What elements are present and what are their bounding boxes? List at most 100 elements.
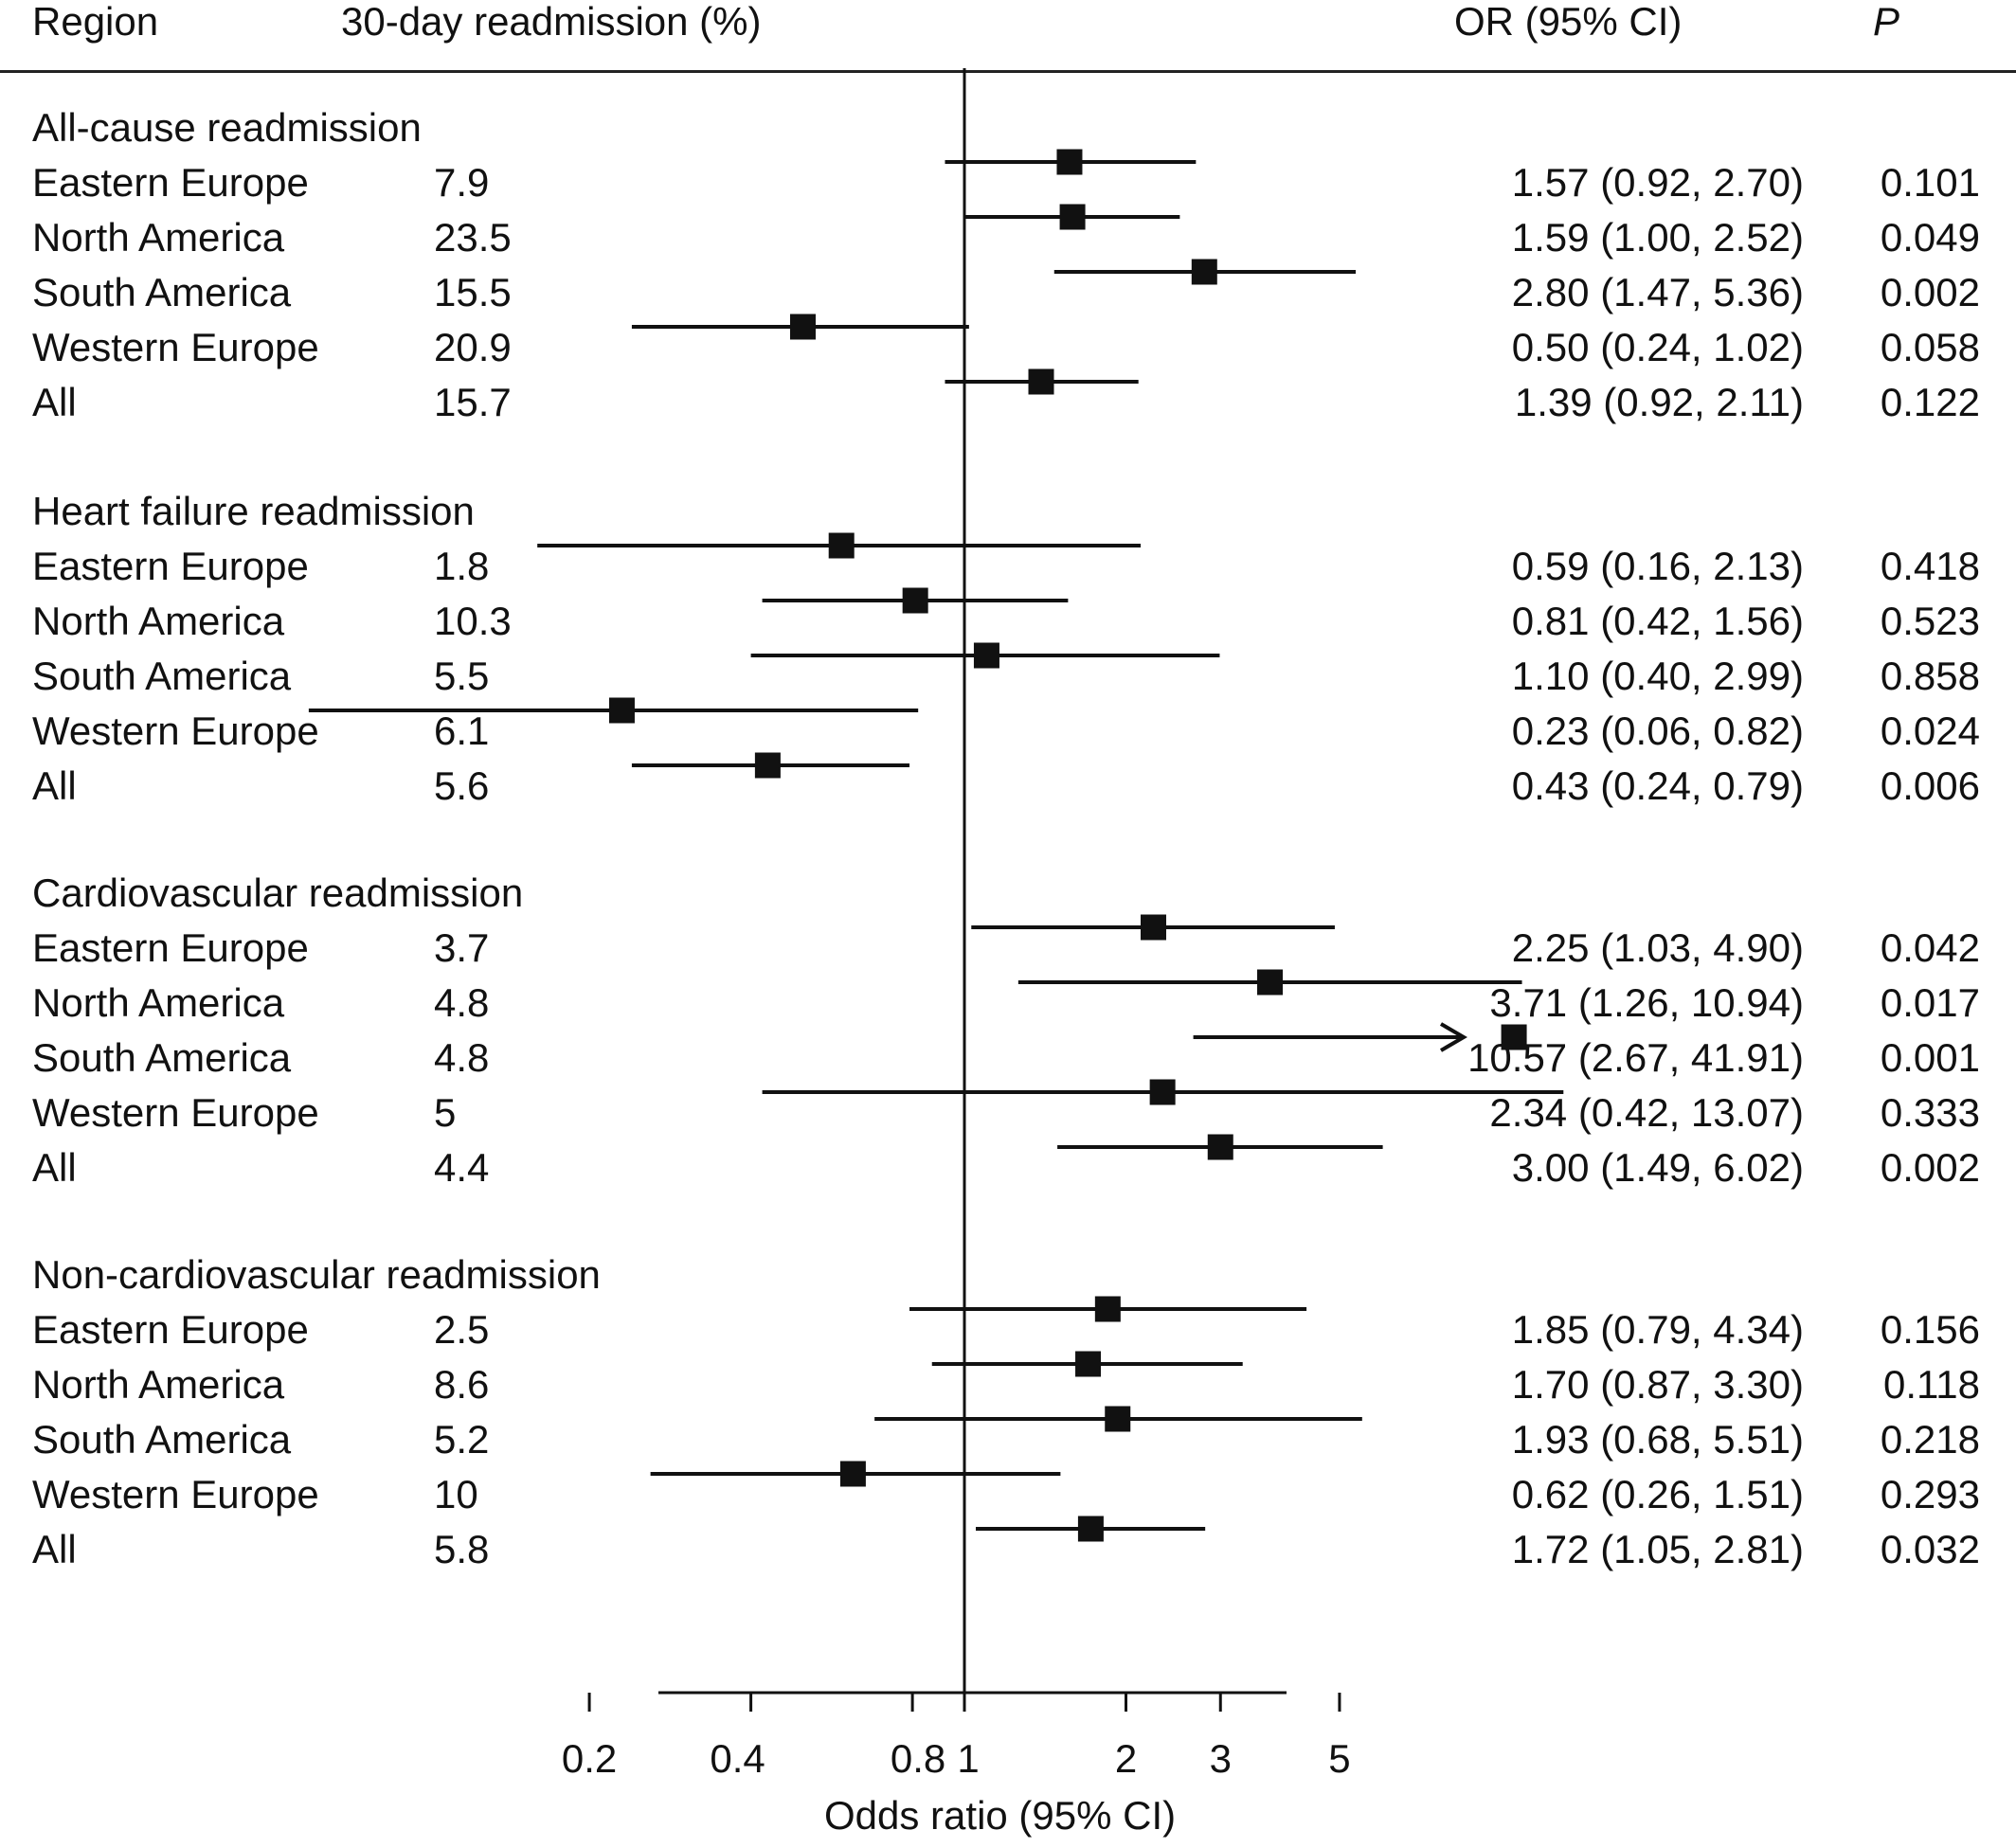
row-region-label: South America	[32, 1417, 292, 1462]
row-or-ci: 2.34 (0.42, 13.07)	[1489, 1090, 1804, 1135]
x-tick-label: 0.2	[562, 1736, 617, 1781]
row-p-value: 0.333	[1880, 1090, 1980, 1135]
row-readmission-percent: 5.5	[434, 654, 490, 698]
group-title: Heart failure readmission	[32, 489, 475, 533]
header-region: Region	[32, 0, 159, 44]
row-or-ci: 0.43 (0.24, 0.79)	[1511, 763, 1804, 808]
row-region-label: North America	[32, 980, 285, 1025]
point-estimate-marker	[973, 642, 999, 669]
row-or-ci: 0.62 (0.26, 1.51)	[1511, 1472, 1804, 1516]
row-p-value: 0.017	[1880, 980, 1980, 1025]
point-estimate-marker	[1501, 1024, 1527, 1050]
row-or-ci: 0.23 (0.06, 0.82)	[1511, 709, 1804, 753]
x-axis-label: Odds ratio (95% CI)	[824, 1793, 1177, 1838]
row-or-ci: 1.39 (0.92, 2.11)	[1514, 380, 1804, 424]
row-readmission-percent: 5.8	[434, 1527, 490, 1571]
row-p-value: 0.122	[1880, 380, 1980, 424]
x-tick-label: 0.4	[710, 1736, 765, 1781]
point-estimate-marker	[1257, 969, 1284, 996]
row-or-ci: 3.00 (1.49, 6.02)	[1511, 1145, 1804, 1190]
row-region-label: Western Europe	[32, 1472, 319, 1516]
row-or-ci: 1.57 (0.92, 2.70)	[1511, 160, 1804, 205]
row-readmission-percent: 4.8	[434, 980, 490, 1025]
point-estimate-marker	[1149, 1079, 1176, 1105]
row-or-ci: 0.59 (0.16, 2.13)	[1511, 544, 1804, 588]
row-readmission-percent: 5	[434, 1090, 457, 1135]
point-estimate-marker	[1075, 1351, 1102, 1377]
row-p-value: 0.118	[1883, 1362, 1980, 1407]
row-p-value: 0.049	[1880, 215, 1980, 260]
row-readmission-percent: 8.6	[434, 1362, 490, 1407]
row-p-value: 0.006	[1880, 763, 1980, 808]
header-p-value: P	[1873, 0, 1900, 44]
x-tick-label: 0.8	[891, 1736, 945, 1781]
header-rule	[0, 70, 2016, 73]
point-estimate-marker	[1028, 368, 1054, 395]
row-or-ci: 0.50 (0.24, 1.02)	[1511, 325, 1804, 369]
row-p-value: 0.024	[1880, 709, 1980, 753]
point-estimate-marker	[608, 697, 635, 724]
row-region-label: North America	[32, 599, 285, 643]
row-p-value: 0.032	[1880, 1527, 1980, 1571]
row-region-label: South America	[32, 654, 292, 698]
row-p-value: 0.042	[1880, 925, 1980, 970]
row-or-ci: 1.10 (0.40, 2.99)	[1511, 654, 1804, 698]
row-region-label: Western Europe	[32, 325, 319, 369]
row-or-ci: 2.25 (1.03, 4.90)	[1511, 925, 1804, 970]
row-readmission-percent: 10	[434, 1472, 478, 1516]
row-region-label: Eastern Europe	[32, 160, 309, 205]
row-region-label: Eastern Europe	[32, 925, 309, 970]
point-estimate-marker	[754, 752, 781, 779]
point-estimate-marker	[1191, 259, 1217, 285]
row-readmission-percent: 15.7	[434, 380, 512, 424]
row-region-label: North America	[32, 1362, 285, 1407]
row-region-label: South America	[32, 270, 292, 314]
row-readmission-percent: 5.2	[434, 1417, 490, 1462]
x-tick-label: 1	[957, 1736, 979, 1781]
x-tick-label: 2	[1115, 1736, 1137, 1781]
row-p-value: 0.002	[1880, 270, 1980, 314]
row-p-value: 0.293	[1880, 1472, 1980, 1516]
row-readmission-percent: 23.5	[434, 215, 512, 260]
row-readmission-percent: 3.7	[434, 925, 490, 970]
row-readmission-percent: 6.1	[434, 709, 490, 753]
row-p-value: 0.218	[1880, 1417, 1980, 1462]
ci-arrow	[1439, 1022, 1467, 1052]
x-tick-label: 5	[1328, 1736, 1350, 1781]
point-estimate-marker	[1077, 1516, 1104, 1542]
row-region-label: Eastern Europe	[32, 544, 309, 588]
row-p-value: 0.523	[1880, 599, 1980, 643]
row-p-value: 0.002	[1880, 1145, 1980, 1190]
row-region-label: All	[32, 380, 77, 424]
row-or-ci: 1.70 (0.87, 3.30)	[1511, 1362, 1804, 1407]
point-estimate-marker	[1207, 1134, 1233, 1160]
row-readmission-percent: 2.5	[434, 1307, 490, 1352]
row-or-ci: 3.71 (1.26, 10.94)	[1489, 980, 1804, 1025]
row-region-label: Eastern Europe	[32, 1307, 309, 1352]
row-readmission-percent: 5.6	[434, 763, 490, 808]
row-readmission-percent: 15.5	[434, 270, 512, 314]
group-title: All-cause readmission	[32, 105, 422, 150]
point-estimate-marker	[828, 532, 855, 559]
row-or-ci: 2.80 (1.47, 5.36)	[1511, 270, 1804, 314]
group-title: Non-cardiovascular readmission	[32, 1252, 601, 1297]
point-estimate-marker	[902, 587, 928, 614]
row-or-ci: 1.85 (0.79, 4.34)	[1511, 1307, 1804, 1352]
row-readmission-percent: 1.8	[434, 544, 490, 588]
row-p-value: 0.058	[1880, 325, 1980, 369]
point-estimate-marker	[1056, 149, 1083, 175]
row-readmission-percent: 4.4	[434, 1145, 490, 1190]
row-readmission-percent: 20.9	[434, 325, 512, 369]
row-p-value: 0.101	[1880, 160, 1980, 205]
row-or-ci: 1.59 (1.00, 2.52)	[1511, 215, 1804, 260]
row-region-label: North America	[32, 215, 285, 260]
row-or-ci: 0.81 (0.42, 1.56)	[1511, 599, 1804, 643]
point-estimate-marker	[1140, 914, 1166, 941]
group-title: Cardiovascular readmission	[32, 870, 524, 915]
row-p-value: 0.418	[1880, 544, 1980, 588]
row-readmission-percent: 10.3	[434, 599, 512, 643]
row-readmission-percent: 4.8	[434, 1035, 490, 1080]
row-p-value: 0.156	[1880, 1307, 1980, 1352]
x-tick-label: 3	[1210, 1736, 1232, 1781]
